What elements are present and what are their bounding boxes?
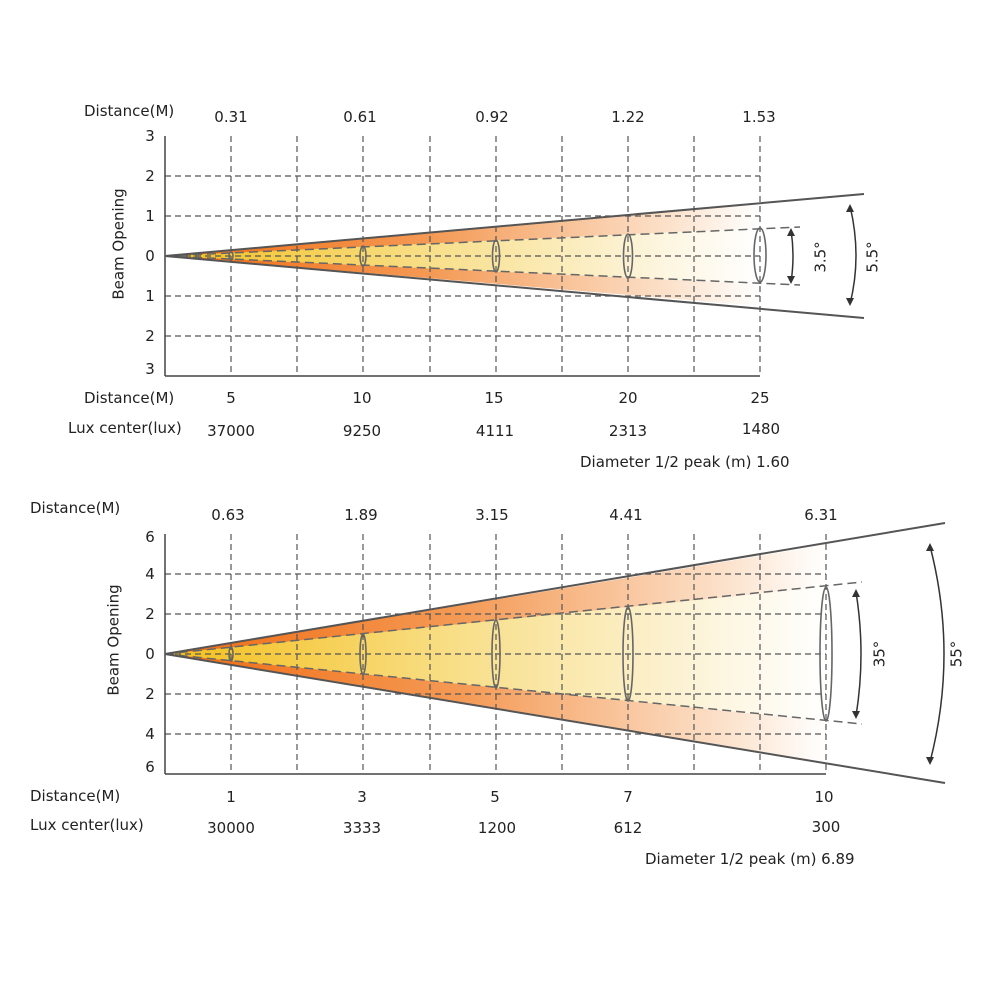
- y-tick-label: 4: [145, 725, 155, 743]
- beam-cross-sections: [228, 586, 833, 722]
- diameter-label: 0.31: [214, 108, 247, 126]
- arrowhead: [852, 589, 860, 597]
- outer-angle-label: 55°: [948, 641, 966, 668]
- distance-label: 5: [490, 788, 500, 806]
- arrowhead: [852, 711, 860, 719]
- diameter-label: 0.61: [343, 108, 376, 126]
- distance-label: 5: [226, 389, 236, 407]
- y-tick-label: 0: [145, 247, 155, 265]
- inner-angle-label: 35°: [871, 641, 889, 668]
- arrowhead: [787, 228, 795, 236]
- y-tick-label: 2: [145, 605, 155, 623]
- cross-section-ellipse: [228, 251, 234, 261]
- arrowhead: [787, 276, 795, 284]
- cross-section-ellipse: [819, 586, 833, 722]
- lux-value: 9250: [343, 422, 381, 440]
- diameter-label: 1.89: [344, 506, 377, 524]
- lux-label: Lux center(lux): [68, 419, 182, 437]
- distance-label: 20: [618, 389, 637, 407]
- inner-beam-lines: [164, 581, 863, 725]
- cross-section-ellipse: [359, 245, 367, 267]
- y-tick-label: 3: [145, 360, 155, 378]
- chart-bottom: 35° 55° Distance(M) 0.63 1.89 3.15 4.41 …: [30, 499, 966, 868]
- y-tick-label: 0: [145, 645, 155, 663]
- y-tick-label: 2: [145, 167, 155, 185]
- cross-section-ellipse: [228, 646, 234, 662]
- distance-label: 7: [623, 788, 633, 806]
- y-tick-label: 2: [145, 685, 155, 703]
- beam-inner-fill: [165, 228, 760, 284]
- bottom-axis-label: Distance(M): [30, 787, 120, 805]
- angle-arrows: [855, 545, 945, 763]
- arrowhead: [926, 543, 934, 551]
- y-axis-label: Beam Opening: [105, 584, 123, 695]
- lux-value: 612: [614, 819, 643, 837]
- outer-angle-label: 5.5°: [864, 241, 882, 272]
- outer-beam-lines: [164, 193, 865, 319]
- y-tick-label: 4: [145, 565, 155, 583]
- arrowhead: [926, 757, 934, 765]
- diameter-label: 1.22: [611, 108, 644, 126]
- distance-label: 25: [750, 389, 769, 407]
- y-tick-label: 1: [145, 207, 155, 225]
- top-axis-label: Distance(M): [84, 102, 174, 120]
- chart-top: 3.5° 5.5° Distance(M) 0.31 0.61 0.92 1.2…: [68, 102, 882, 471]
- beam-cross-sections: [228, 227, 767, 283]
- distance-label: 10: [352, 389, 371, 407]
- cross-section-ellipse: [359, 633, 367, 675]
- lux-value: 30000: [207, 819, 255, 837]
- diameter-note: Diameter 1/2 peak (m) 6.89: [645, 850, 855, 868]
- outer-beam-lines: [164, 522, 946, 784]
- y-tick-label: 1: [145, 287, 155, 305]
- y-tick-label: 2: [145, 327, 155, 345]
- y-tick-label: 6: [145, 758, 155, 776]
- diameter-label: 6.31: [804, 506, 837, 524]
- diameter-label: 0.92: [475, 108, 508, 126]
- grid: [165, 136, 761, 376]
- y-axis-label: Beam Opening: [110, 188, 128, 299]
- cross-section-ellipse: [491, 619, 501, 689]
- inner-angle-label: 3.5°: [812, 241, 830, 272]
- bottom-axis-label: Distance(M): [84, 389, 174, 407]
- lux-value: 3333: [343, 819, 381, 837]
- y-tick-label: 3: [145, 127, 155, 145]
- cross-section-ellipse: [753, 227, 767, 283]
- distance-label: 15: [484, 389, 503, 407]
- diameter-label: 4.41: [609, 506, 642, 524]
- lux-value: 37000: [207, 422, 255, 440]
- cross-section-ellipse: [491, 239, 501, 273]
- grid: [165, 534, 827, 774]
- lux-value: 1200: [478, 819, 516, 837]
- cross-section-ellipse: [622, 606, 634, 702]
- diameter-label: 1.53: [742, 108, 775, 126]
- lux-value: 2313: [609, 422, 647, 440]
- lux-value: 300: [812, 818, 841, 836]
- arrowhead: [846, 298, 854, 306]
- inner-beam-lines: [164, 226, 801, 286]
- lux-value: 1480: [742, 420, 780, 438]
- diameter-label: 0.63: [211, 506, 244, 524]
- distance-label: 10: [814, 788, 833, 806]
- diameter-note: Diameter 1/2 peak (m) 1.60: [580, 453, 790, 471]
- diameter-label: 3.15: [475, 506, 508, 524]
- cross-section-ellipse: [622, 233, 634, 279]
- lux-value: 4111: [476, 422, 514, 440]
- distance-label: 1: [226, 788, 236, 806]
- top-axis-label: Distance(M): [30, 499, 120, 517]
- y-tick-label: 6: [145, 528, 155, 546]
- lux-label: Lux center(lux): [30, 816, 144, 834]
- distance-label: 3: [357, 788, 367, 806]
- arrowhead: [846, 204, 854, 212]
